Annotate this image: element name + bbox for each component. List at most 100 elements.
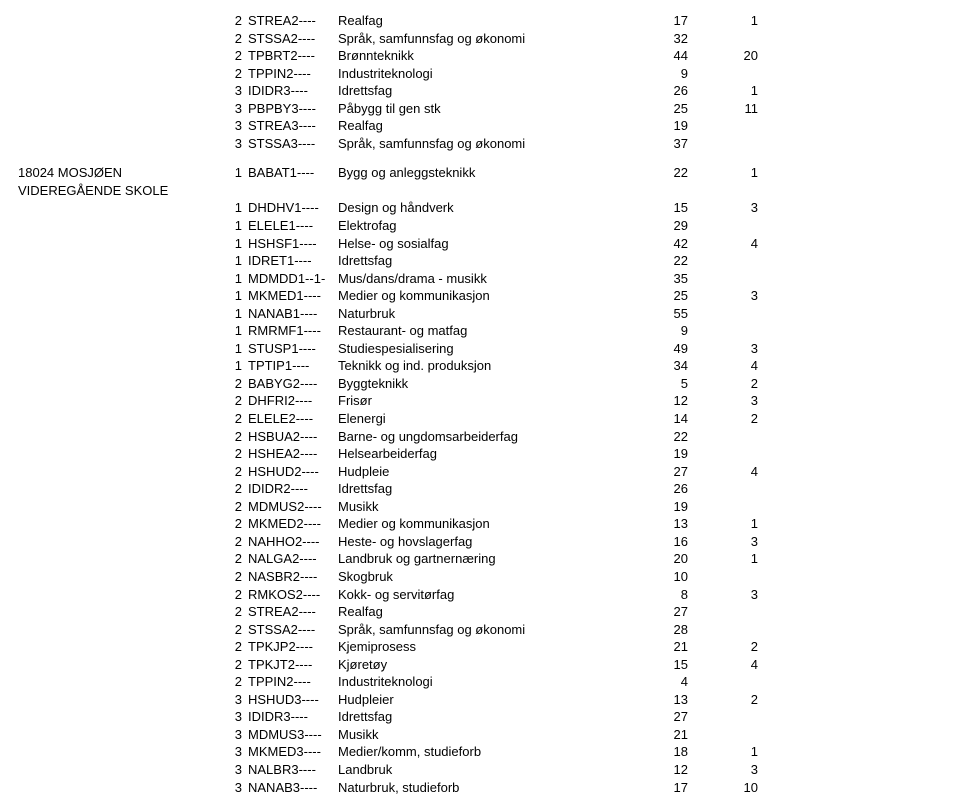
name-cell: Naturbruk <box>338 305 638 323</box>
table-row: 1TPTIP1----Teknikk og ind. produksjon344 <box>18 357 942 375</box>
value2-cell: 1 <box>688 515 758 533</box>
value1-cell: 27 <box>638 463 688 481</box>
name-cell: Elenergi <box>338 410 638 428</box>
value2-cell: 4 <box>688 235 758 253</box>
level-cell: 2 <box>228 638 242 656</box>
value1-cell: 21 <box>638 638 688 656</box>
value1-cell: 22 <box>638 164 688 182</box>
code-cell: PBPBY3---- <box>242 100 338 118</box>
level-cell: 1 <box>228 270 242 288</box>
table-row: 3HSHUD3----Hudpleier132 <box>18 691 942 709</box>
code-cell: STSSA3---- <box>242 135 338 153</box>
table-row: 18024 MOSJØEN VIDEREGÅENDE SKOLE1BABAT1-… <box>18 164 942 199</box>
table-row: 1IDRET1----Idrettsfag22 <box>18 252 942 270</box>
value1-cell: 14 <box>638 410 688 428</box>
value1-cell: 12 <box>638 761 688 779</box>
code-cell: IDRET1---- <box>242 252 338 270</box>
table-row: 3IDIDR3----Idrettsfag27 <box>18 708 942 726</box>
code-cell: MDMUS2---- <box>242 498 338 516</box>
table-row: 1MDMDD1--1-Mus/dans/drama - musikk35 <box>18 270 942 288</box>
value2-cell: 2 <box>688 638 758 656</box>
level-cell: 2 <box>228 550 242 568</box>
code-cell: ELELE2---- <box>242 410 338 428</box>
table-row: 2STREA2----Realfag27 <box>18 603 942 621</box>
code-cell: STSSA2---- <box>242 30 338 48</box>
level-cell: 3 <box>228 708 242 726</box>
name-cell: Språk, samfunnsfag og økonomi <box>338 621 638 639</box>
table-row: 3MKMED3----Medier/komm, studieforb181 <box>18 743 942 761</box>
level-cell: 2 <box>228 65 242 83</box>
name-cell: Idrettsfag <box>338 708 638 726</box>
level-cell: 2 <box>228 586 242 604</box>
table-row: 2MKMED2----Medier og kommunikasjon131 <box>18 515 942 533</box>
name-cell: Medier/komm, studieforb <box>338 743 638 761</box>
code-cell: TPKJT2---- <box>242 656 338 674</box>
table-row: 2STSSA2----Språk, samfunnsfag og økonomi… <box>18 30 942 48</box>
value1-cell: 4 <box>638 673 688 691</box>
level-cell: 2 <box>228 392 242 410</box>
value2-cell: 1 <box>688 550 758 568</box>
table-row: 2NALGA2----Landbruk og gartnernæring201 <box>18 550 942 568</box>
name-cell: Realfag <box>338 12 638 30</box>
table-row: 2BABYG2----Byggteknikk52 <box>18 375 942 393</box>
table-row: 2STSSA2----Språk, samfunnsfag og økonomi… <box>18 621 942 639</box>
code-cell: TPBRT2---- <box>242 47 338 65</box>
level-cell: 1 <box>228 322 242 340</box>
code-cell: IDIDR3---- <box>242 708 338 726</box>
name-cell: Naturbruk, studieforb <box>338 779 638 797</box>
name-cell: Medier og kommunikasjon <box>338 515 638 533</box>
name-cell: Medier og kommunikasjon <box>338 287 638 305</box>
value1-cell: 17 <box>638 12 688 30</box>
value1-cell: 9 <box>638 322 688 340</box>
code-cell: RMKOS2---- <box>242 586 338 604</box>
value2-cell: 2 <box>688 375 758 393</box>
value1-cell: 19 <box>638 445 688 463</box>
name-cell: Helse- og sosialfag <box>338 235 638 253</box>
level-cell: 2 <box>228 621 242 639</box>
code-cell: MKMED2---- <box>242 515 338 533</box>
value1-cell: 10 <box>638 568 688 586</box>
table-row: 2ELELE2----Elenergi142 <box>18 410 942 428</box>
table-row: 2DHFRI2----Frisør123 <box>18 392 942 410</box>
table-row: 2TPPIN2----Industriteknologi4 <box>18 673 942 691</box>
code-cell: NANAB3---- <box>242 779 338 797</box>
value2-cell: 10 <box>688 779 758 797</box>
table-row: 1MKMED1----Medier og kommunikasjon253 <box>18 287 942 305</box>
code-cell: MDMDD1--1- <box>242 270 338 288</box>
value1-cell: 9 <box>638 65 688 83</box>
code-cell: TPPIN2---- <box>242 673 338 691</box>
level-cell: 3 <box>228 135 242 153</box>
value1-cell: 18 <box>638 743 688 761</box>
value2-cell: 3 <box>688 340 758 358</box>
table-row: 2TPKJT2----Kjøretøy154 <box>18 656 942 674</box>
level-cell: 2 <box>228 603 242 621</box>
name-cell: Industriteknologi <box>338 673 638 691</box>
code-cell: HSHSF1---- <box>242 235 338 253</box>
table-row: 2HSHEA2----Helsearbeiderfag19 <box>18 445 942 463</box>
name-cell: Realfag <box>338 603 638 621</box>
value2-cell: 3 <box>688 761 758 779</box>
value1-cell: 49 <box>638 340 688 358</box>
code-cell: HSHUD3---- <box>242 691 338 709</box>
table-row: 1NANAB1----Naturbruk55 <box>18 305 942 323</box>
code-cell: STSSA2---- <box>242 621 338 639</box>
table-row: 3NANAB3----Naturbruk, studieforb1710 <box>18 779 942 797</box>
level-cell: 1 <box>228 199 242 217</box>
code-cell: TPPIN2---- <box>242 65 338 83</box>
value2-cell: 11 <box>688 100 758 118</box>
table-row: 2MDMUS2----Musikk19 <box>18 498 942 516</box>
value2-cell: 3 <box>688 533 758 551</box>
table-row: 3PBPBY3----Påbygg til gen stk2511 <box>18 100 942 118</box>
value1-cell: 8 <box>638 586 688 604</box>
value2-cell: 2 <box>688 410 758 428</box>
code-cell: STREA2---- <box>242 603 338 621</box>
level-cell: 3 <box>228 779 242 797</box>
name-cell: Idrettsfag <box>338 480 638 498</box>
table-row: 2TPKJP2----Kjemiprosess212 <box>18 638 942 656</box>
code-cell: MKMED1---- <box>242 287 338 305</box>
value2-cell: 1 <box>688 164 758 182</box>
value1-cell: 21 <box>638 726 688 744</box>
level-cell: 2 <box>228 47 242 65</box>
table-row: 2TPPIN2----Industriteknologi9 <box>18 65 942 83</box>
value1-cell: 25 <box>638 287 688 305</box>
